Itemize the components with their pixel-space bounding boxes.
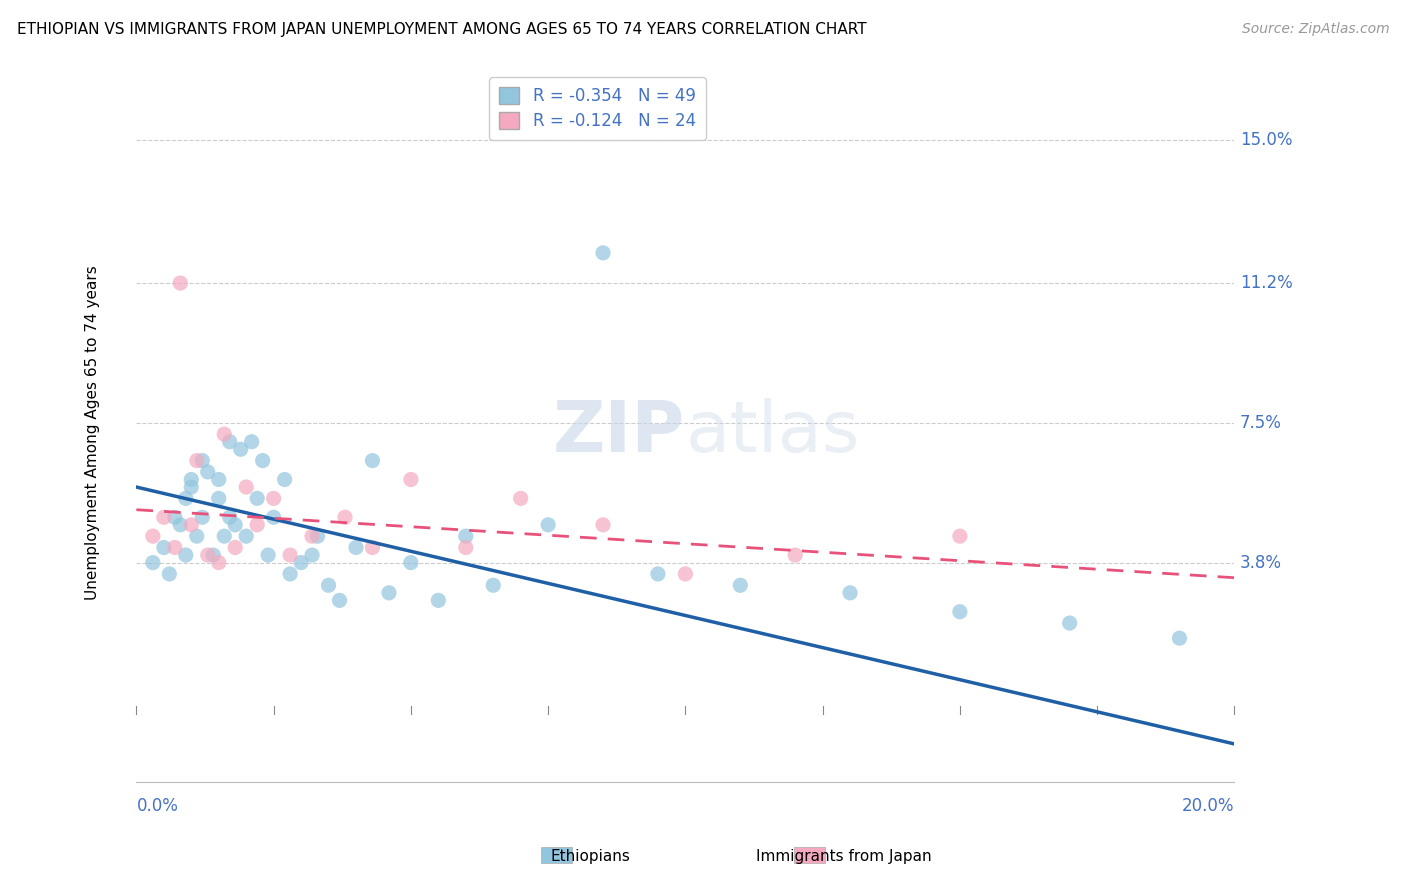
Point	[949, 529, 972, 543]
Point	[307, 529, 329, 543]
Point	[180, 480, 202, 494]
Point	[949, 605, 972, 619]
Point	[839, 586, 862, 600]
Point	[509, 491, 531, 506]
Point	[1059, 615, 1081, 630]
Point	[180, 473, 202, 487]
Point	[240, 434, 263, 449]
Text: Source: ZipAtlas.com: Source: ZipAtlas.com	[1241, 22, 1389, 37]
Text: 20.0%: 20.0%	[1182, 797, 1234, 814]
Text: Immigrants from Japan: Immigrants from Japan	[756, 849, 931, 863]
Point	[174, 548, 197, 562]
Point	[454, 529, 477, 543]
Point	[163, 510, 186, 524]
Point	[592, 517, 614, 532]
Point	[191, 510, 214, 524]
Point	[730, 578, 752, 592]
Point	[537, 517, 560, 532]
Point	[278, 548, 301, 562]
Point	[197, 548, 219, 562]
Point	[263, 510, 285, 524]
Point	[592, 245, 614, 260]
Point	[180, 517, 202, 532]
Point	[142, 556, 165, 570]
Point	[361, 453, 384, 467]
Point	[169, 276, 191, 290]
Point	[454, 541, 477, 555]
Point	[246, 491, 269, 506]
Text: Unemployment Among Ages 65 to 74 years: Unemployment Among Ages 65 to 74 years	[84, 265, 100, 599]
Point	[378, 586, 401, 600]
Point	[169, 517, 191, 532]
Legend: R = -0.354   N = 49, R = -0.124   N = 24: R = -0.354 N = 49, R = -0.124 N = 24	[489, 78, 706, 140]
Point	[186, 453, 208, 467]
Point	[344, 541, 367, 555]
Point	[186, 529, 208, 543]
Point	[224, 541, 246, 555]
Text: 3.8%: 3.8%	[1240, 554, 1282, 572]
Text: 0.0%: 0.0%	[136, 797, 179, 814]
Point	[257, 548, 280, 562]
Point	[673, 566, 696, 581]
Point	[1168, 631, 1191, 645]
Point	[333, 510, 356, 524]
Point	[224, 517, 246, 532]
Text: atlas: atlas	[685, 398, 859, 467]
Point	[153, 541, 176, 555]
Point	[163, 541, 186, 555]
Text: Ethiopians: Ethiopians	[551, 849, 630, 863]
Point	[301, 548, 323, 562]
Point	[212, 529, 235, 543]
Point	[142, 529, 165, 543]
Point	[202, 548, 225, 562]
Point	[290, 556, 312, 570]
Text: ZIP: ZIP	[553, 398, 685, 467]
Point	[174, 491, 197, 506]
Point	[212, 427, 235, 442]
Point	[328, 593, 350, 607]
Point	[218, 434, 240, 449]
Point	[263, 491, 285, 506]
Point	[229, 442, 252, 457]
Point	[191, 453, 214, 467]
Text: 7.5%: 7.5%	[1240, 414, 1282, 432]
Point	[197, 465, 219, 479]
Point	[278, 566, 301, 581]
Point	[208, 556, 231, 570]
Text: 15.0%: 15.0%	[1240, 130, 1292, 148]
Point	[301, 529, 323, 543]
Point	[235, 480, 257, 494]
Point	[399, 473, 422, 487]
Point	[153, 510, 176, 524]
Point	[361, 541, 384, 555]
Point	[218, 510, 240, 524]
Point	[157, 566, 180, 581]
Text: 11.2%: 11.2%	[1240, 274, 1292, 292]
Point	[318, 578, 340, 592]
Text: ETHIOPIAN VS IMMIGRANTS FROM JAPAN UNEMPLOYMENT AMONG AGES 65 TO 74 YEARS CORREL: ETHIOPIAN VS IMMIGRANTS FROM JAPAN UNEMP…	[17, 22, 866, 37]
Point	[246, 517, 269, 532]
Point	[785, 548, 807, 562]
Point	[208, 491, 231, 506]
Point	[427, 593, 450, 607]
Point	[252, 453, 274, 467]
Point	[482, 578, 505, 592]
Point	[208, 473, 231, 487]
Point	[235, 529, 257, 543]
Point	[647, 566, 669, 581]
Point	[273, 473, 295, 487]
Point	[399, 556, 422, 570]
